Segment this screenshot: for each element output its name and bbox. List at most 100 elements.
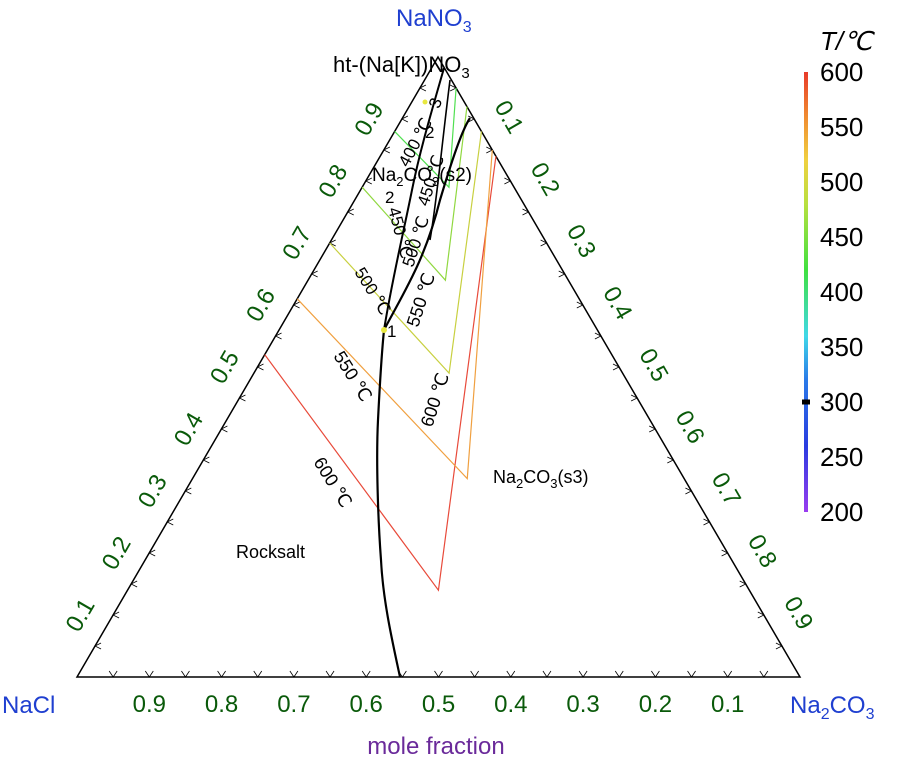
- colorbar-tick-labels: 600 550 500 450 400 350 300 250 200: [820, 57, 863, 527]
- tick-mark: [202, 456, 210, 464]
- tick-label-right: 0.7: [706, 468, 746, 510]
- tick-mark: [630, 394, 638, 402]
- point-label-2a: 2: [425, 123, 434, 142]
- tick-label-right: 0.2: [525, 158, 565, 200]
- tick-marks: [94, 84, 783, 678]
- tick-label-left: 0.2: [97, 532, 137, 574]
- tick-mark: [292, 301, 300, 309]
- tick-label-left: 0.3: [133, 470, 173, 512]
- tick-label-bottom: 0.7: [277, 691, 310, 718]
- invariant-point-1: [381, 327, 387, 333]
- isotherm-label-500-left: 500 ℃: [351, 264, 395, 318]
- tick-mark: [253, 670, 263, 678]
- colorbar: [804, 72, 808, 512]
- tick-mark: [130, 580, 138, 588]
- phase-label-na2co3-s2: Na2CO3(s2): [372, 165, 472, 189]
- tick-mark: [112, 611, 120, 619]
- tick-label-right: 0.6: [670, 406, 710, 448]
- tick-label-left: 0.5: [205, 346, 245, 388]
- colorbar-tick-label: 350: [820, 332, 863, 362]
- tick-mark: [289, 670, 299, 678]
- tick-label-bottom: 0.5: [422, 691, 455, 718]
- tick-mark: [757, 611, 765, 619]
- isotherm-550: [296, 149, 493, 480]
- tick-mark: [184, 487, 192, 495]
- colorbar-tick-label: 200: [820, 497, 863, 527]
- isotherm-400: [394, 87, 457, 189]
- tick-label-left: 0.8: [313, 160, 353, 202]
- phase-boundaries: [376, 67, 471, 678]
- isotherm-label-600-left: 600 ℃: [310, 454, 356, 511]
- tick-mark: [94, 642, 102, 650]
- colorbar-tick-label: 400: [820, 277, 863, 307]
- tick-mark: [522, 208, 530, 216]
- colorbar-title: T/℃: [820, 26, 875, 56]
- boundary-upper-right: [383, 117, 471, 331]
- corner-top-label: NaNO3: [396, 5, 472, 36]
- tick-label-right: 0.9: [778, 592, 818, 634]
- tick-mark: [576, 301, 584, 309]
- corner-left-label: NaCl: [2, 692, 55, 719]
- tick-mark: [274, 332, 282, 340]
- tick-label-bottom: 0.9: [133, 691, 166, 718]
- phase-label-na2co3-s3: Na2CO3(s3): [493, 467, 588, 491]
- tick-mark: [614, 670, 624, 678]
- tick-label-right: 0.8: [742, 530, 782, 572]
- tick-mark: [419, 84, 427, 92]
- tick-label-bottom: 0.4: [494, 691, 527, 718]
- isotherm-label-550-left: 550 ℃: [330, 348, 376, 405]
- tick-mark: [504, 177, 512, 185]
- colorbar-tick-label: 600: [820, 57, 863, 87]
- isotherm-500: [329, 131, 483, 375]
- tick-mark: [687, 670, 696, 678]
- tick-label-left: 0.1: [61, 594, 101, 636]
- tick-mark: [361, 670, 371, 678]
- tick-mark: [723, 670, 733, 678]
- point-label-1: 1: [387, 322, 396, 341]
- boundary-upper-mid: [429, 79, 451, 241]
- colorbar-tick-label: 450: [820, 222, 863, 252]
- tick-label-left: 0.7: [277, 222, 317, 264]
- tick-mark: [558, 270, 566, 278]
- tick-mark: [148, 549, 156, 557]
- isotherm-450: [361, 106, 468, 282]
- tick-mark: [364, 177, 372, 185]
- tick-mark: [382, 146, 391, 154]
- tick-mark: [325, 670, 335, 678]
- colorbar-tick-label: 250: [820, 442, 863, 472]
- isotherm-lines: [264, 87, 497, 592]
- colorbar-tick-label: 550: [820, 112, 863, 142]
- tick-label-bottom: 0.2: [639, 691, 672, 718]
- x-axis-label: mole fraction: [367, 733, 504, 760]
- tick-mark: [667, 456, 675, 464]
- tick-mark: [310, 270, 318, 278]
- boundary-rocksalt-s3: [376, 329, 402, 678]
- tick-mark: [108, 670, 118, 678]
- tick-mark: [649, 425, 657, 433]
- tick-mark: [220, 425, 228, 433]
- tick-mark: [594, 332, 602, 340]
- tick-label-right: 0.5: [633, 344, 673, 386]
- tick-label-right: 0.1: [489, 96, 529, 138]
- ternary-frame: [75, 55, 802, 678]
- tick-mark: [506, 670, 516, 678]
- tick-mark: [256, 363, 264, 371]
- tick-mark: [685, 487, 693, 495]
- tick-mark: [775, 642, 783, 650]
- isotherm-600: [264, 156, 497, 592]
- tick-mark: [703, 518, 711, 526]
- tick-mark: [612, 363, 620, 371]
- isotherm-label-550-right: 550 ℃: [403, 271, 439, 330]
- tick-mark: [542, 670, 552, 678]
- tick-label-bottom: 0.6: [350, 691, 383, 718]
- invariant-point-2: [422, 99, 428, 105]
- phase-label-ht-nano3: ht-(Na[K])NO3: [333, 52, 470, 82]
- tick-mark: [759, 670, 769, 678]
- tick-label-bottom: 0.1: [711, 691, 744, 718]
- tick-label-right: 0.4: [597, 282, 637, 324]
- tick-mark: [144, 670, 154, 678]
- tick-mark: [181, 670, 190, 678]
- boundary-upper-left: [383, 67, 445, 331]
- tick-mark: [217, 670, 226, 678]
